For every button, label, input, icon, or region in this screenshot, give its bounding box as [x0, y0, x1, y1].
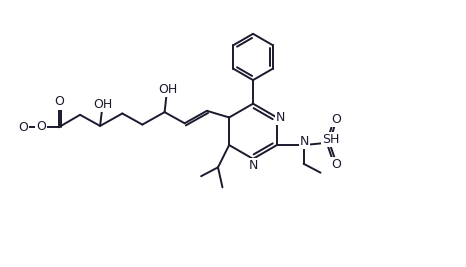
Text: N: N [300, 135, 309, 148]
Text: O: O [332, 113, 342, 126]
Text: SH: SH [322, 133, 339, 146]
Text: OH: OH [158, 83, 178, 96]
Text: N: N [248, 159, 258, 172]
Text: O: O [18, 121, 28, 134]
Text: OH: OH [94, 98, 113, 111]
Text: O: O [55, 95, 64, 108]
Text: N: N [276, 111, 285, 124]
Text: O: O [36, 120, 46, 133]
Text: O: O [332, 158, 342, 171]
